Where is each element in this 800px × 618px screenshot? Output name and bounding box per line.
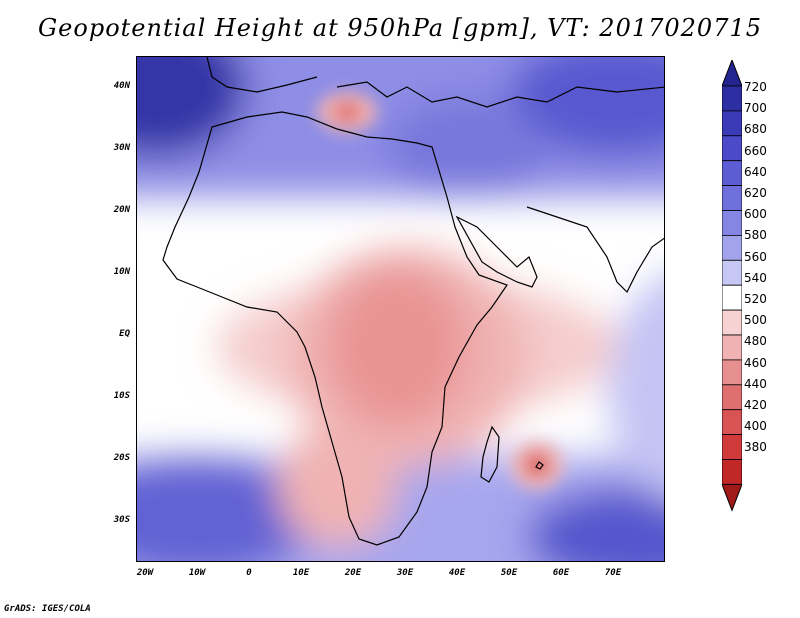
height-field-shading — [137, 57, 664, 561]
lat-label-10n: 10N — [113, 267, 130, 277]
colorbar-label-560: 560 — [744, 249, 767, 264]
colorbar-label-420: 420 — [744, 398, 767, 412]
coastlines — [162, 57, 664, 546]
chart-title: Geopotential Height at 950hPa [gpm], VT:… — [38, 14, 762, 42]
colorbar-label-400: 400 — [744, 419, 767, 434]
colorbar-label-380: 380 — [744, 440, 767, 455]
lat-label-40n: 40N — [113, 81, 130, 91]
colorbar-swatch-620 — [722, 185, 742, 211]
colorbar-label-460: 460 — [744, 355, 767, 370]
colorbar-label-620: 620 — [744, 186, 767, 200]
map-panel[interactable] — [136, 56, 665, 562]
lon-label-20e: 20E — [344, 568, 362, 578]
colorbar-label-640: 640 — [744, 164, 767, 179]
colorbar-label-440: 440 — [744, 376, 767, 391]
colorbar-swatch-600 — [722, 210, 742, 236]
colorbar-label-660: 660 — [744, 143, 767, 158]
colorbar-swatch-400 — [722, 459, 742, 485]
colorbar — [722, 60, 742, 512]
lon-label-50e: 50E — [500, 568, 518, 578]
colorbar-label-580: 580 — [744, 228, 767, 243]
colorbar-swatch-420 — [722, 434, 742, 460]
colorbar-label-500: 500 — [744, 313, 767, 328]
lat-label-eq: EQ — [119, 329, 130, 339]
colorbar-swatch-660 — [722, 135, 742, 162]
colorbar-label-540: 540 — [744, 270, 767, 285]
colorbar-swatch-560 — [722, 259, 742, 286]
lat-label-30n: 30N — [113, 143, 130, 153]
lon-label-40e: 40E — [448, 568, 466, 578]
lat-label-20n: 20N — [113, 205, 130, 215]
colorbar-label-720: 720 — [744, 80, 767, 94]
colorbar-label-700: 700 — [744, 101, 767, 116]
lat-label-20s: 20S — [113, 453, 130, 463]
colorbar-swatch-580 — [722, 234, 742, 261]
colorbar-swatch-480 — [722, 359, 742, 386]
colorbar-bottom-arrow — [722, 483, 742, 512]
colorbar-top-arrow — [722, 60, 742, 87]
lat-label-10s: 10S — [113, 391, 130, 401]
colorbar-swatch-500 — [722, 334, 742, 361]
colorbar-label-480: 480 — [744, 334, 767, 349]
colorbar-swatch-640 — [722, 160, 742, 186]
colorbar-swatch-520 — [722, 309, 742, 336]
colorbar-label-680: 680 — [744, 122, 767, 137]
colorbar-swatch-540 — [722, 284, 742, 311]
credit-label: GrADS: IGES/COLA — [4, 604, 91, 614]
colorbar-swatch-680 — [722, 110, 742, 137]
colorbar-label-600: 600 — [744, 207, 767, 222]
lon-label-30e: 30E — [396, 568, 414, 578]
lon-label-10w: 10W — [188, 568, 206, 578]
lon-label-60e: 60E — [552, 568, 570, 578]
lon-label-10e: 10E — [292, 568, 310, 578]
map-field — [137, 57, 664, 561]
colorbar-swatch-700 — [722, 85, 742, 112]
lon-label-20w: 20W — [136, 568, 154, 578]
colorbar-label-520: 520 — [744, 292, 767, 306]
colorbar-swatch-460 — [722, 384, 742, 411]
lon-label-0: 0 — [246, 568, 252, 578]
lat-label-30s: 30S — [113, 515, 130, 525]
colorbar-swatch-440 — [722, 409, 742, 436]
lon-label-70e: 70E — [604, 568, 622, 578]
